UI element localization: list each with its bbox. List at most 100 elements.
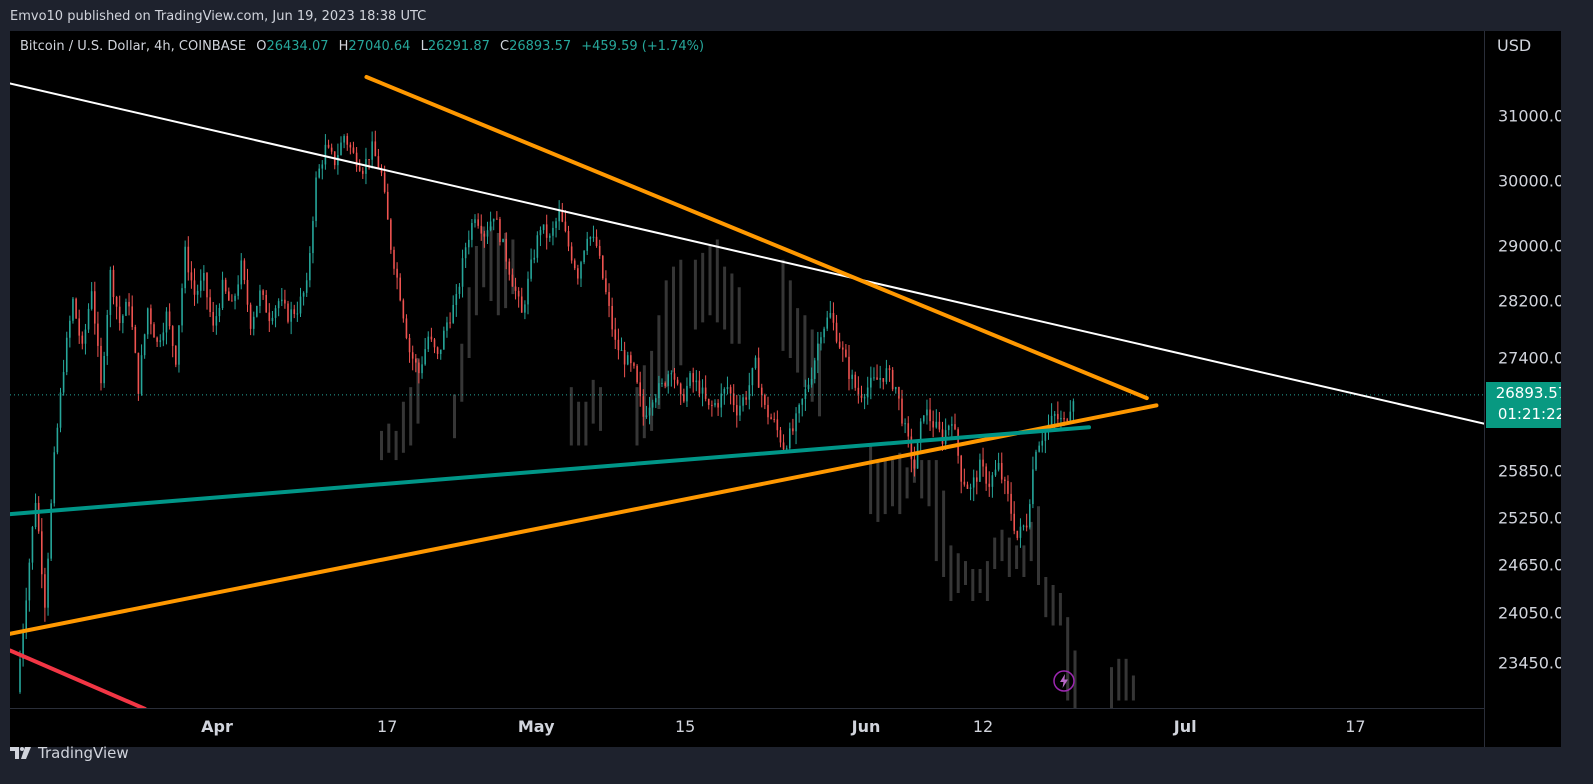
candle-body xyxy=(773,418,775,420)
candle-body xyxy=(979,459,981,482)
candle-body xyxy=(717,403,719,408)
candle-body xyxy=(256,306,258,317)
candle-body xyxy=(430,336,433,340)
legend-low-label: L xyxy=(420,39,428,54)
price-tick-label: 27400.00 xyxy=(1498,348,1561,368)
candle-body xyxy=(162,332,165,341)
ghost-bar xyxy=(1007,537,1011,577)
candle-body xyxy=(118,306,121,324)
candle-body xyxy=(330,147,333,152)
lightning-icon[interactable] xyxy=(1053,670,1075,692)
candle-body xyxy=(1022,525,1025,527)
candle-body xyxy=(835,322,838,342)
candle-body xyxy=(128,301,130,307)
candle-body xyxy=(997,462,1000,470)
candle-body xyxy=(589,237,592,239)
ghost-bar xyxy=(409,387,413,446)
candle-body xyxy=(782,442,785,450)
candle-body xyxy=(296,313,299,315)
candle-body xyxy=(50,503,52,559)
candle-body xyxy=(62,372,65,393)
time-axis[interactable]: 3Apr17May15Jun12Jul17 xyxy=(10,708,1484,747)
candle-body xyxy=(175,345,177,365)
orange-ascending-trendline[interactable] xyxy=(10,403,1159,636)
candle-body xyxy=(309,253,311,281)
candle-body xyxy=(1029,504,1031,528)
candle-body xyxy=(520,296,523,313)
candle-body xyxy=(614,329,617,340)
tradingview-logo-icon xyxy=(10,747,32,759)
ghost-bar xyxy=(730,273,734,344)
legend-high-value: 27040.64 xyxy=(348,39,411,54)
candle-body xyxy=(28,562,31,601)
candle-body xyxy=(549,235,551,238)
candle-body xyxy=(265,294,267,313)
ghost-bar xyxy=(993,537,997,569)
candle-body xyxy=(838,341,841,348)
candle-body xyxy=(386,191,389,220)
time-tick-label: 15 xyxy=(674,717,696,736)
white-trendline[interactable] xyxy=(10,82,1484,425)
chart-svg[interactable] xyxy=(10,31,1484,708)
orange-descending-trendline[interactable] xyxy=(364,75,1149,401)
candle-body xyxy=(857,387,860,396)
candle-body xyxy=(636,365,638,383)
price-axis[interactable]: USD 31000.00 30000.00 29000.00 28200.00 2740… xyxy=(1484,31,1561,747)
candle-body xyxy=(84,329,87,344)
ghost-bar xyxy=(496,233,500,316)
candle-body xyxy=(626,355,629,365)
candle-body xyxy=(845,349,847,357)
candle-body xyxy=(218,308,221,317)
ghost-bar xyxy=(920,460,924,499)
bar-countdown: 01:21:22 xyxy=(1497,404,1561,423)
candle-body xyxy=(436,347,439,354)
legend-low-value: 26291.87 xyxy=(427,39,490,54)
red-line[interactable] xyxy=(10,648,147,709)
candle-body xyxy=(249,304,252,329)
candle-body xyxy=(327,144,330,148)
time-tick-label: 17 xyxy=(1345,717,1366,736)
ghost-bar xyxy=(584,401,588,446)
candle-body xyxy=(418,362,420,374)
candle-body xyxy=(605,278,607,293)
candle-body xyxy=(362,170,364,174)
candle-body xyxy=(159,340,162,342)
candle-body xyxy=(820,337,822,344)
candle-body xyxy=(870,377,872,388)
candle-body xyxy=(913,459,916,469)
ghost-bar xyxy=(1022,545,1026,577)
candle-body xyxy=(358,166,361,171)
price-tick-label: 25250.00 xyxy=(1498,508,1561,528)
candle-body xyxy=(630,355,632,364)
candle-body xyxy=(798,404,800,414)
candle-body xyxy=(885,368,888,382)
ghost-bar xyxy=(905,467,909,499)
candle-body xyxy=(1066,419,1068,421)
currency-label[interactable]: USD xyxy=(1497,36,1532,55)
ghost-bar xyxy=(796,308,800,373)
candle-body xyxy=(100,345,102,384)
chart-legend: Bitcoin / U.S. Dollar, 4h, COINBASE O264… xyxy=(20,39,704,54)
candle-body xyxy=(178,325,180,365)
candle-body xyxy=(926,409,928,416)
ghost-bar xyxy=(701,252,705,323)
candle-body xyxy=(901,398,903,424)
candle-body xyxy=(1069,411,1072,421)
chart-plot-area[interactable]: Bitcoin / U.S. Dollar, 4h, COINBASE O264… xyxy=(10,31,1484,708)
current-price-value: 26893.57 xyxy=(1495,383,1561,402)
candle-body xyxy=(134,326,137,353)
candle-body xyxy=(670,373,673,375)
footer-brand: TradingView xyxy=(38,744,129,762)
ghost-bar xyxy=(723,266,727,330)
candle-body xyxy=(78,318,80,336)
candle-body xyxy=(969,487,972,489)
candle-body xyxy=(284,299,286,304)
candle-body xyxy=(907,423,910,437)
candle-body xyxy=(25,600,27,631)
chart-frame[interactable]: Bitcoin / U.S. Dollar, 4h, COINBASE O264… xyxy=(10,31,1561,747)
candle-body xyxy=(246,279,249,305)
candle-body xyxy=(536,235,539,258)
candle-body xyxy=(651,402,654,408)
teal-ascending-line[interactable] xyxy=(10,425,1092,517)
candle-body xyxy=(558,209,560,222)
